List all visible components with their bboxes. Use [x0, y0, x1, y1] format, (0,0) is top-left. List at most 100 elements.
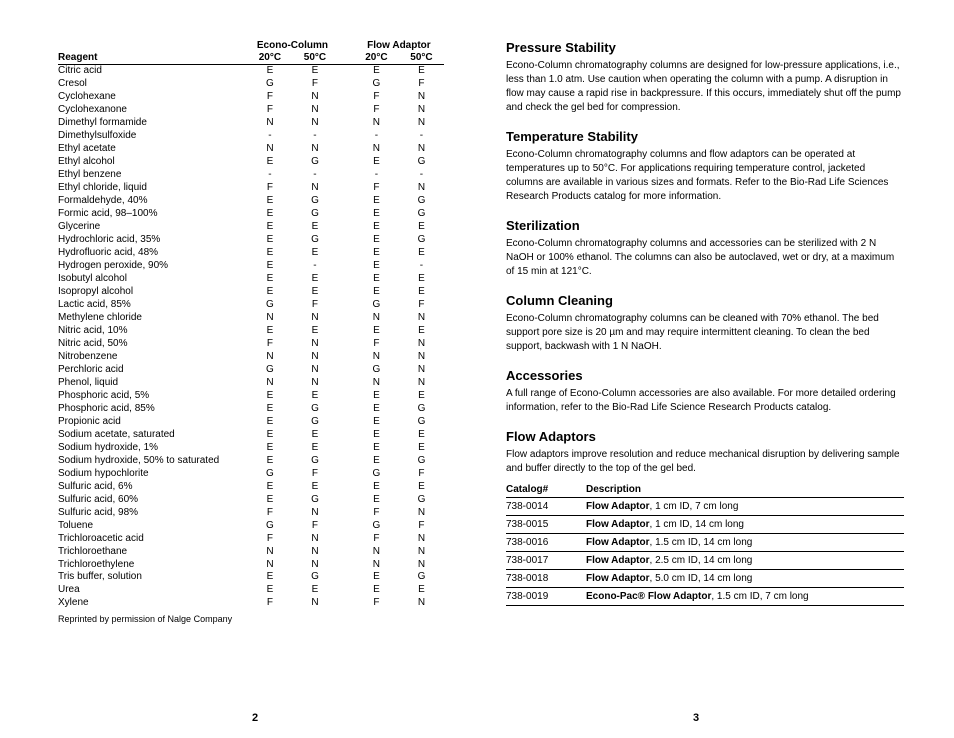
fa-20-val: E — [354, 156, 399, 169]
fa-50-val: E — [399, 247, 444, 260]
fa-50-val: - — [399, 130, 444, 143]
fa-20-val: - — [354, 130, 399, 143]
table-row: Sodium acetate, saturatedEEEE — [58, 429, 444, 442]
ec-50-val: - — [292, 130, 337, 143]
ec-20-val: - — [247, 169, 292, 182]
ec-20-val: E — [247, 156, 292, 169]
catalog-desc: Flow Adaptor, 1 cm ID, 7 cm long — [586, 498, 904, 516]
ec-20-val: E — [247, 429, 292, 442]
ec-50-val: E — [292, 273, 337, 286]
fa-50-val: E — [399, 584, 444, 597]
fa-50-val: N — [399, 532, 444, 545]
table-row: Phosphoric acid, 85%EGEG — [58, 403, 444, 416]
group-header-row: Econo-Column Flow Adaptor — [58, 40, 444, 51]
reagent-name: Urea — [58, 584, 247, 597]
table-row: Citric acidEEEE — [58, 65, 444, 78]
catalog-number: 738-0019 — [506, 588, 586, 606]
table-row: Trichloroacetic acidFNFN — [58, 532, 444, 545]
ec-20-val: F — [247, 506, 292, 519]
reagent-name: Ethyl acetate — [58, 143, 247, 156]
fa-20-val: E — [354, 481, 399, 494]
ec-50-val: G — [292, 156, 337, 169]
table-row: NitrobenzeneNNNN — [58, 351, 444, 364]
fa-20-val: E — [354, 416, 399, 429]
ec-20-val: G — [247, 78, 292, 91]
fa-20-val: N — [354, 351, 399, 364]
section-paragraph: Econo-Column chromatography columns and … — [506, 148, 904, 204]
reagent-name: Sulfuric acid, 98% — [58, 506, 247, 519]
fa-50-val: N — [399, 91, 444, 104]
fa-50-val: G — [399, 493, 444, 506]
fa-20-val: G — [354, 299, 399, 312]
fa-20-val: E — [354, 493, 399, 506]
fa-50-val: N — [399, 506, 444, 519]
table-row: Nitric acid, 10%EEEE — [58, 325, 444, 338]
ec-50-val: N — [292, 364, 337, 377]
group-flow: Flow Adaptor — [354, 40, 444, 51]
catalog-row: 738-0014Flow Adaptor, 1 cm ID, 7 cm long — [506, 498, 904, 516]
section-heading: Pressure Stability — [506, 40, 904, 55]
ec-50-val: E — [292, 247, 337, 260]
section-heading: Sterilization — [506, 218, 904, 233]
table-row: Phenol, liquidNNNN — [58, 377, 444, 390]
ec-50-val: N — [292, 558, 337, 571]
table-row: Formic acid, 98–100%EGEG — [58, 208, 444, 221]
reagent-name: Xylene — [58, 597, 247, 610]
fa-20-val: G — [354, 78, 399, 91]
catalog-row: 738-0015Flow Adaptor, 1 cm ID, 14 cm lon… — [506, 516, 904, 534]
ec-50-val: E — [292, 481, 337, 494]
reagent-header: Reagent — [58, 51, 247, 65]
reagent-name: Lactic acid, 85% — [58, 299, 247, 312]
fa-20-val: F — [354, 338, 399, 351]
ec-20-val: N — [247, 312, 292, 325]
fa-20-val: N — [354, 143, 399, 156]
catalog-number: 738-0016 — [506, 534, 586, 552]
table-row: Ethyl chloride, liquidFNFN — [58, 182, 444, 195]
table-row: Dimethylsulfoxide---- — [58, 130, 444, 143]
fa-20-val: E — [354, 221, 399, 234]
ec-20-val: E — [247, 208, 292, 221]
fa-50-val: E — [399, 286, 444, 299]
section-paragraph: Flow adaptors improve resolution and red… — [506, 448, 904, 476]
reagent-name: Phosphoric acid, 85% — [58, 403, 247, 416]
ec-20-val: E — [247, 234, 292, 247]
table-footnote: Reprinted by permission of Nalge Company — [58, 614, 444, 624]
fa-50-val: G — [399, 195, 444, 208]
ec-50-val: E — [292, 325, 337, 338]
ec-20-val: E — [247, 390, 292, 403]
ec-50-val: E — [292, 221, 337, 234]
manual-spread: Econo-Column Flow Adaptor Reagent 20°C 5… — [0, 0, 954, 738]
ec-20-val: E — [247, 195, 292, 208]
fa-20-val: - — [354, 169, 399, 182]
ec-20-val: G — [247, 519, 292, 532]
section-heading: Temperature Stability — [506, 129, 904, 144]
fa-50-val: G — [399, 416, 444, 429]
fa-50-val: E — [399, 442, 444, 455]
catalog-row: 738-0018Flow Adaptor, 5.0 cm ID, 14 cm l… — [506, 570, 904, 588]
fa-50-val: G — [399, 455, 444, 468]
table-row: Sulfuric acid, 98%FNFN — [58, 506, 444, 519]
fa-50-val: N — [399, 597, 444, 610]
ec-20-val: E — [247, 455, 292, 468]
ec-20-val: E — [247, 286, 292, 299]
fa-20-val: F — [354, 91, 399, 104]
fa-20-val: E — [354, 195, 399, 208]
ec-50-val: N — [292, 91, 337, 104]
reagent-name: Ethyl benzene — [58, 169, 247, 182]
ec-50-val: E — [292, 286, 337, 299]
fa-20-val: F — [354, 104, 399, 117]
table-row: CyclohexanoneFNFN — [58, 104, 444, 117]
table-row: CyclohexaneFNFN — [58, 91, 444, 104]
table-row: TrichloroethaneNNNN — [58, 545, 444, 558]
ec-20-val: E — [247, 221, 292, 234]
ec-50-val: E — [292, 442, 337, 455]
fa-50-val: N — [399, 117, 444, 130]
fa-50-val: F — [399, 519, 444, 532]
table-row: Ethyl acetateNNNN — [58, 143, 444, 156]
ec-50-val: G — [292, 208, 337, 221]
table-row: TrichloroethyleneNNNN — [58, 558, 444, 571]
right-page: Pressure Stability Econo-Column chromatog… — [474, 0, 954, 738]
ec-20-val: - — [247, 130, 292, 143]
ec-50-val: G — [292, 403, 337, 416]
reagent-name: Sulfuric acid, 6% — [58, 481, 247, 494]
